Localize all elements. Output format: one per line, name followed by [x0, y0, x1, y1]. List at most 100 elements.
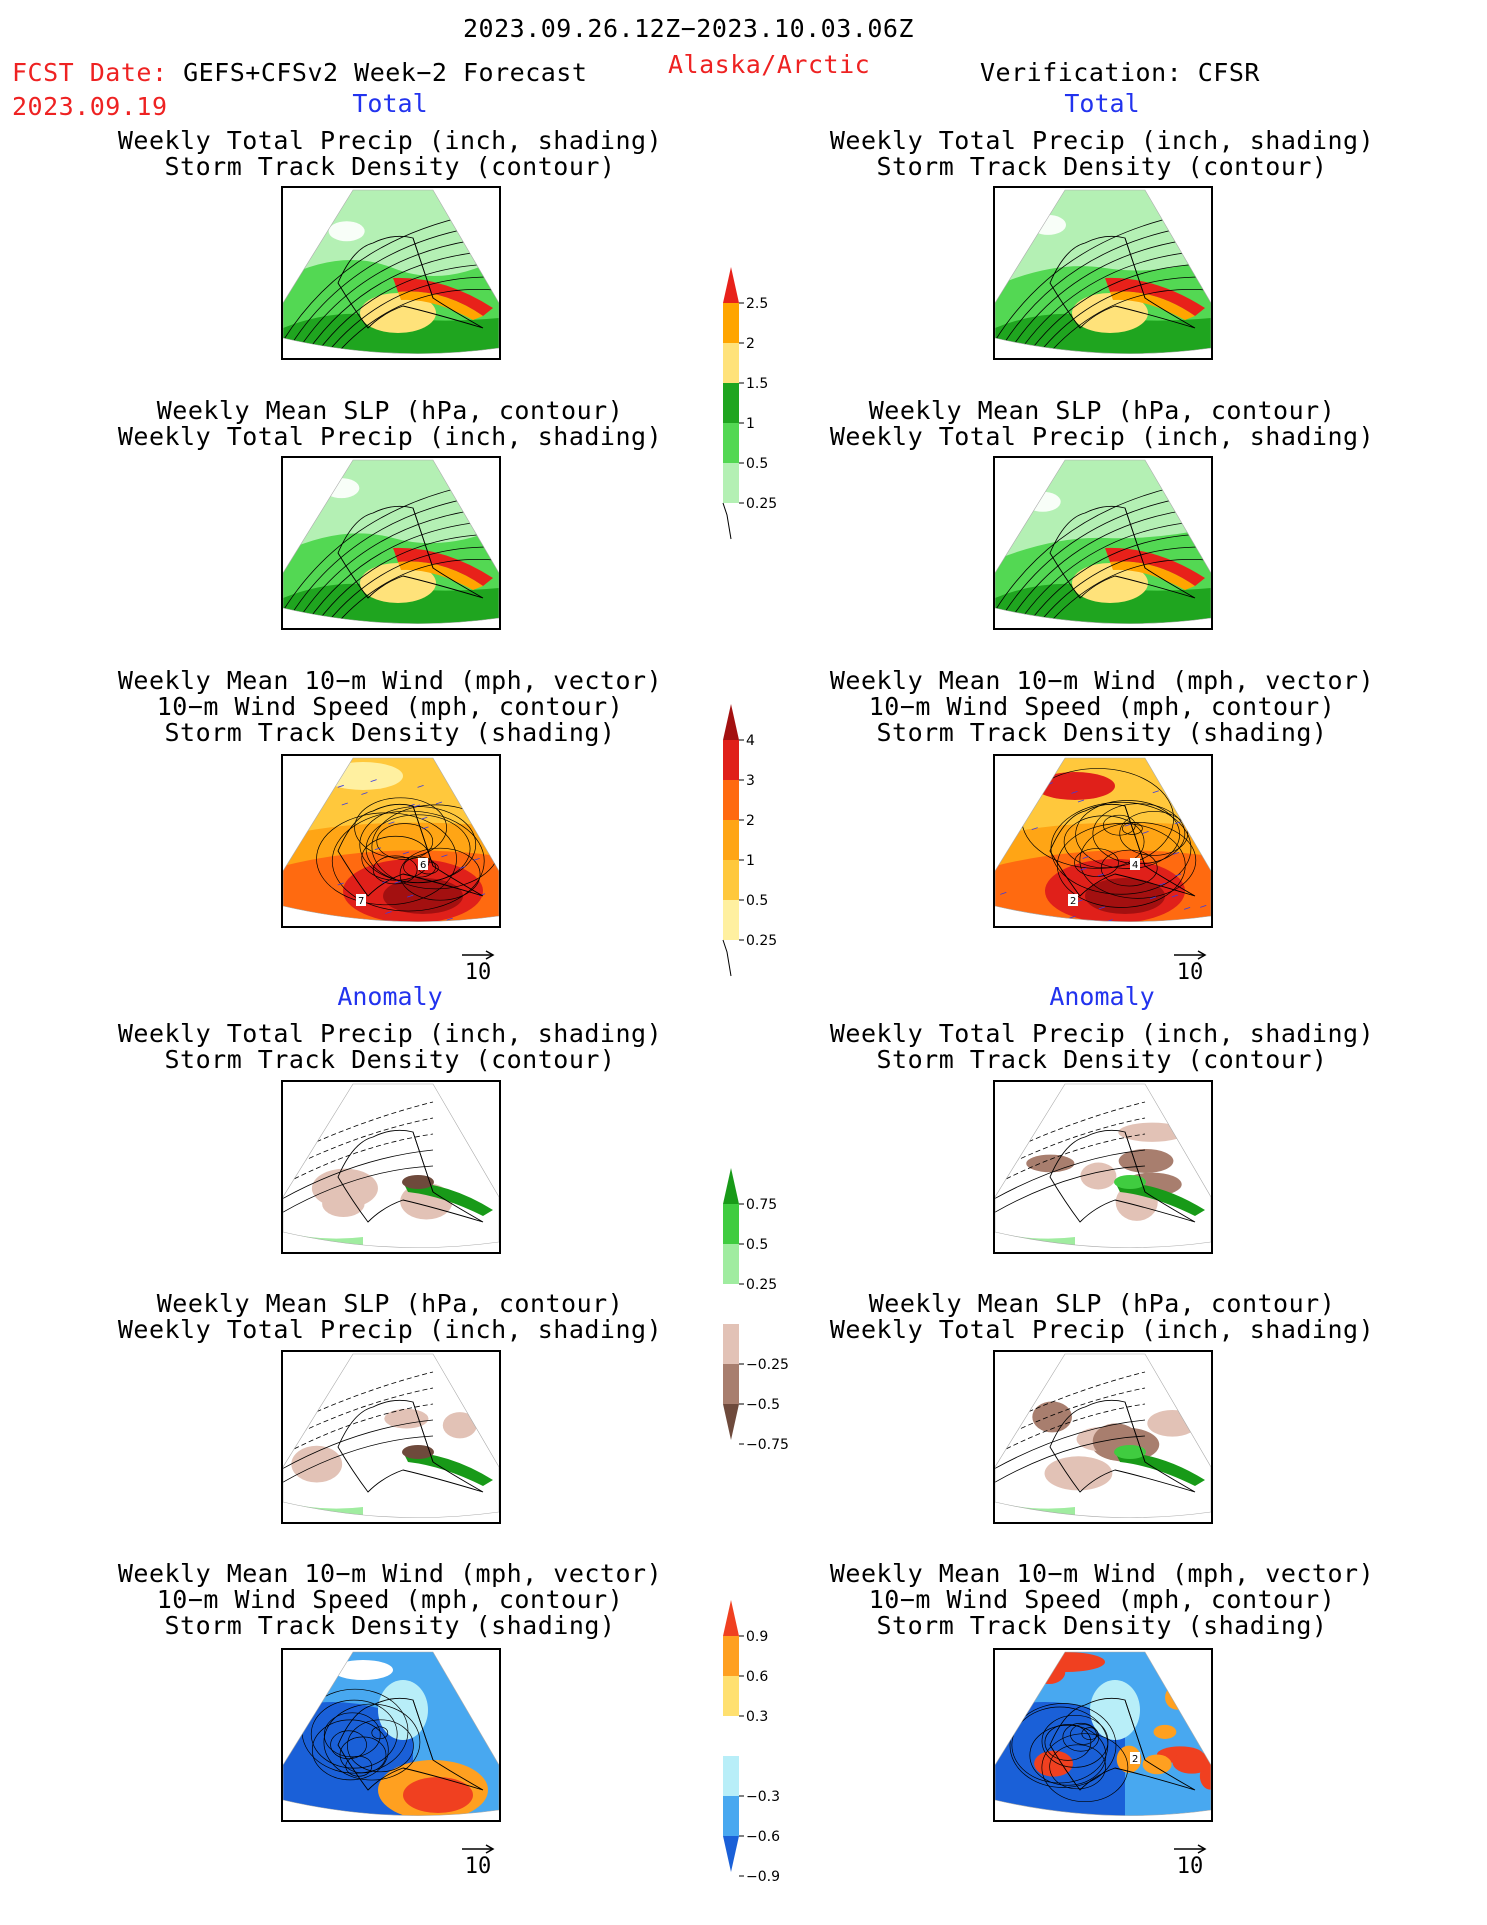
title-verif-slp-precip-anom: Weekly Mean SLP (hPa, contour) Weekly Tot… [829, 1289, 1375, 1344]
colorbar-tick-label: −0.3 [746, 1789, 780, 1805]
wind-vector [1159, 882, 1166, 886]
contour-label: 7 [358, 896, 364, 907]
wind-vector [1200, 904, 1207, 908]
map-verif-slp-precip-anom [993, 1350, 1213, 1524]
track-upper-patch [1035, 772, 1115, 800]
wind-vector [417, 784, 424, 788]
wind-vector [337, 784, 344, 788]
wind-vector [341, 802, 348, 806]
wind-speed-contour [361, 835, 431, 881]
colorbar-tick-label: 1 [746, 416, 755, 432]
colorbar-tick-label: 3 [746, 773, 755, 789]
wind-vector [337, 882, 344, 886]
wind-speed-contour [372, 855, 418, 885]
dry-anomaly-patch [442, 1412, 477, 1439]
contour-label-box [418, 858, 428, 870]
colorbar-segment [723, 1796, 739, 1836]
colorbar-segment [723, 1676, 739, 1716]
precip-clear-patch [328, 221, 365, 242]
colorbar-triangle-top [723, 704, 739, 740]
title-verif-wind-track-total: Weekly Mean 10−m Wind (mph, vector) 10−m … [829, 666, 1375, 747]
title-fcst-slp-precip-total: Weekly Mean SLP (hPa, contour) Weekly Tot… [117, 396, 663, 451]
wind-vector [1142, 831, 1149, 834]
verification-label: Verification: CFSR [980, 58, 1260, 87]
title-fcst-wind-track-total: Weekly Mean 10−m Wind (mph, vector) 10−m … [117, 666, 663, 747]
wind-speed-contour [1075, 800, 1180, 869]
projection-outline [283, 1651, 499, 1816]
title-verif-precip-track-total: Weekly Total Precip (inch, shading) Storm… [829, 126, 1375, 181]
colorbar-precip-anom: 0.75 0.5 0.25 −0.25 −0.5 −0.75 [723, 1168, 789, 1453]
colorbar-triangle-top [723, 1168, 739, 1204]
colorbar-tick-label: 2.5 [746, 296, 768, 312]
contour-line [332, 289, 499, 354]
wind-vector [1206, 806, 1211, 810]
wind-speed-contour [399, 847, 481, 901]
anomaly-contour [283, 1435, 434, 1489]
title-fcst-slp-precip-anom: Weekly Mean SLP (hPa, contour) Weekly Tot… [117, 1289, 663, 1344]
wind-vector [394, 880, 401, 884]
title-fcst-precip-track-total: Weekly Total Precip (inch, shading) Storm… [117, 126, 663, 181]
precip-clear-patch [1024, 491, 1061, 512]
wind-vector [1188, 811, 1195, 815]
wind-vector [1077, 799, 1085, 803]
track-upper-patch [323, 762, 403, 790]
anomaly-core [1114, 1445, 1146, 1459]
precip-red-band [1105, 547, 1205, 586]
wind-vector [1187, 784, 1194, 788]
title-fcst-precip-track-anom: Weekly Total Precip (inch, shading) Storm… [117, 1019, 663, 1074]
wind-vector [1000, 891, 1007, 895]
wind-vector [1071, 791, 1078, 794]
colorbar-segment [723, 860, 739, 900]
anomaly-contour [283, 1165, 434, 1219]
colorbar-segment [723, 1636, 739, 1676]
wind-vector [446, 917, 453, 921]
wind-vector [435, 801, 443, 805]
wind-vector [473, 857, 480, 861]
track-anom-positive-patch [1142, 1754, 1172, 1775]
arrow-right-icon [1174, 950, 1207, 960]
colorbar-tick-label: 0.75 [746, 1197, 777, 1213]
precip-heavy-shading [283, 313, 499, 354]
anomaly-contour [347, 1719, 414, 1773]
alaska-coastline [1049, 505, 1196, 599]
track-anom-strong-positive [403, 1777, 473, 1813]
wind-speed-contour [1056, 823, 1186, 908]
vector-reference-label: 10 [464, 1854, 492, 1879]
anomaly-contour [283, 1419, 434, 1475]
colorbar-track-anom: 0.9 0.6 0.3 −0.3 −0.6 −0.9 [723, 1600, 780, 1885]
fcst-date-label: FCST Date: [12, 58, 168, 87]
colorbar-tick-label: 0.25 [746, 933, 777, 949]
wind-vector [1149, 896, 1157, 900]
anomaly-contour [1062, 1722, 1100, 1752]
colorbar-segment [723, 1756, 739, 1796]
fcst-model: GEFS+CFSv2 Week−2 Forecast [183, 58, 588, 87]
vector-reference-label: 10 [464, 960, 492, 985]
colorbar-segment [723, 423, 739, 463]
projection-outline [995, 189, 1211, 354]
alaska-coastline [337, 1399, 484, 1493]
projection-outline [283, 1353, 499, 1518]
dry-anomaly-patch [1147, 1410, 1198, 1437]
track-max-core [383, 878, 463, 914]
colorbar-segment [723, 1284, 739, 1324]
contour-label: 6 [420, 860, 426, 871]
wind-speed-contour [371, 804, 499, 890]
arrow-right-icon [462, 1844, 495, 1854]
contour-label-box [1068, 894, 1078, 906]
colorbar-tick-label: −0.75 [746, 1437, 789, 1453]
wind-vector [421, 816, 428, 820]
track-anom-positive-patch [1153, 1724, 1177, 1739]
colorbar-tick-label: 1.5 [746, 376, 768, 392]
dry-anomaly-patch [1044, 1456, 1113, 1491]
wind-vector [388, 821, 395, 825]
colorbar-tail [722, 502, 732, 540]
wind-vector [1206, 820, 1211, 824]
dry-anomaly-patch [384, 1408, 429, 1429]
precip-heavy-shading [995, 583, 1211, 624]
track-anom-positive-patch [1165, 1684, 1190, 1710]
wind-vector [1097, 873, 1105, 877]
precip-red-band [393, 547, 493, 586]
wind-vector [1031, 827, 1038, 830]
anomaly-contour [283, 1149, 434, 1205]
track-anom-weak-negative [378, 1680, 428, 1740]
